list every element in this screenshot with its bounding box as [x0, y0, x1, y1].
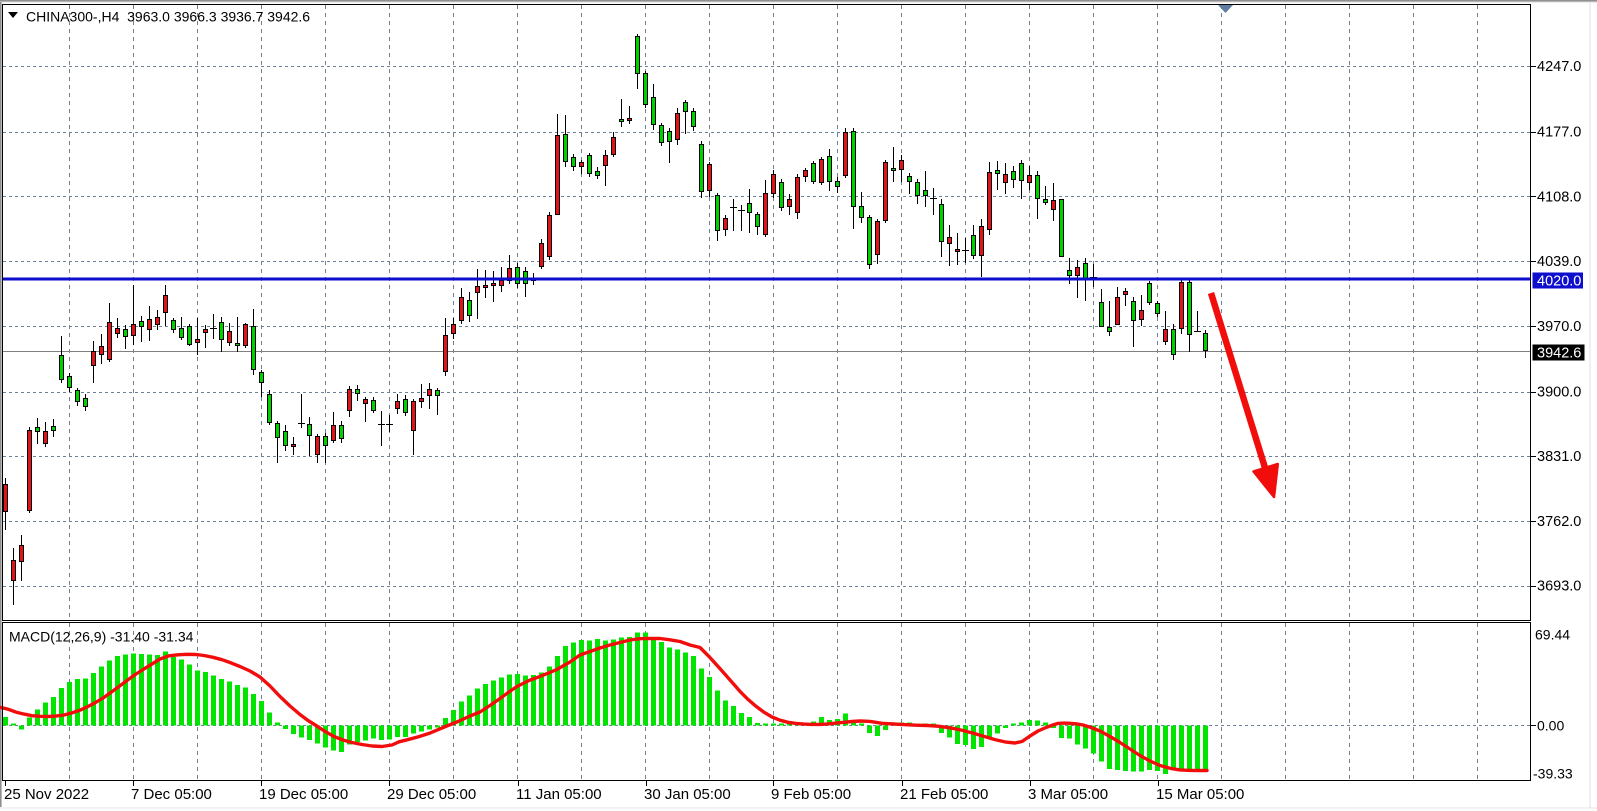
svg-text:3942.6: 3942.6	[1537, 346, 1581, 362]
svg-text:4108.0: 4108.0	[1537, 189, 1581, 205]
svg-text:15 Mar 05:00: 15 Mar 05:00	[1156, 786, 1244, 803]
svg-text:25 Nov 2022: 25 Nov 2022	[4, 786, 89, 803]
svg-text:69.44: 69.44	[1535, 627, 1570, 643]
svg-text:3 Mar 05:00: 3 Mar 05:00	[1028, 786, 1108, 803]
svg-text:21 Feb 05:00: 21 Feb 05:00	[900, 786, 988, 803]
svg-text:19 Dec 05:00: 19 Dec 05:00	[259, 786, 348, 803]
svg-text:4020.0: 4020.0	[1537, 274, 1581, 290]
svg-text:3970.0: 3970.0	[1537, 319, 1581, 335]
svg-text:4039.0: 4039.0	[1537, 254, 1581, 270]
svg-text:9 Feb 05:00: 9 Feb 05:00	[771, 786, 851, 803]
svg-text:4247.0: 4247.0	[1537, 59, 1581, 75]
svg-text:3693.0: 3693.0	[1537, 579, 1581, 595]
svg-text:0.00: 0.00	[1537, 718, 1564, 734]
svg-text:11 Jan 05:00: 11 Jan 05:00	[516, 786, 602, 803]
svg-text:3831.0: 3831.0	[1537, 449, 1581, 465]
svg-text:7 Dec 05:00: 7 Dec 05:00	[131, 786, 212, 803]
svg-text:4177.0: 4177.0	[1537, 125, 1581, 141]
svg-text:MACD(12,26,9) -31.40 -31.34: MACD(12,26,9) -31.40 -31.34	[9, 629, 194, 645]
svg-text:29 Dec 05:00: 29 Dec 05:00	[387, 786, 476, 803]
svg-text:3762.0: 3762.0	[1537, 514, 1581, 530]
svg-text:-39.33: -39.33	[1533, 766, 1573, 782]
svg-text:3900.0: 3900.0	[1537, 385, 1581, 401]
svg-text:30 Jan 05:00: 30 Jan 05:00	[644, 786, 731, 803]
svg-text:CHINA300-,H4 3963.0 3966.3 39: CHINA300-,H4 3963.0 3966.3 3936.7 3942.6	[26, 9, 310, 25]
